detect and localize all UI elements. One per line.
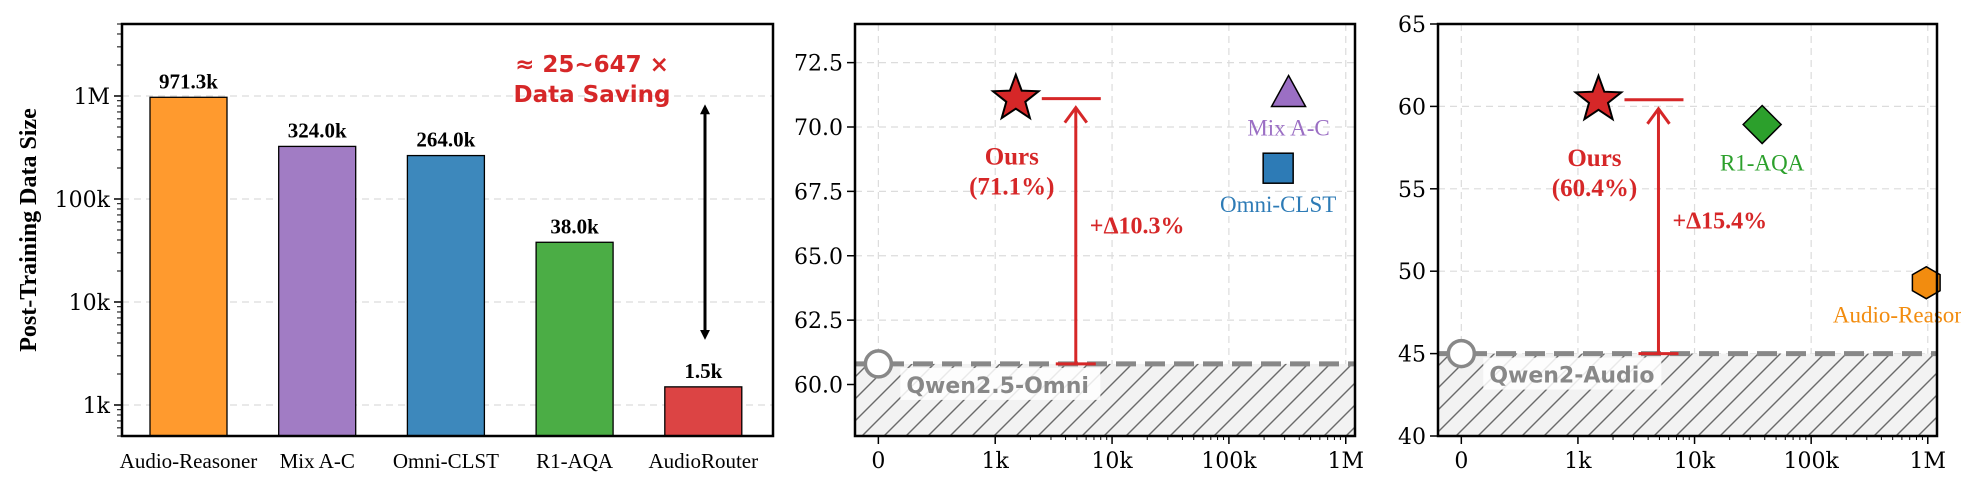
y-tick-label: 1M bbox=[73, 85, 110, 110]
ours-label: Ours bbox=[985, 144, 1039, 171]
baseline-label: Qwen2.5-Omni bbox=[906, 374, 1089, 399]
bar-r1-aqa bbox=[535, 241, 614, 437]
x-tick-label: 0 bbox=[871, 449, 885, 474]
plot-frame bbox=[1436, 22, 1939, 438]
ours-star-marker bbox=[1572, 72, 1625, 122]
x-tick-label: 1k bbox=[982, 449, 1010, 474]
ours-score: (60.4%) bbox=[1552, 175, 1637, 202]
data-saving-label: Data Saving bbox=[514, 82, 671, 108]
hexagon-marker bbox=[1911, 265, 1941, 300]
diamond-marker bbox=[1742, 104, 1783, 145]
x-tick-label: 10k bbox=[1674, 449, 1716, 474]
y-tick-label: 65.0 bbox=[794, 245, 843, 270]
bar-value-label: 38.0k bbox=[550, 214, 599, 238]
y-tick-label: 62.5 bbox=[794, 309, 843, 334]
x-tick-label: 0 bbox=[1454, 449, 1468, 474]
y-tick-label: 72.5 bbox=[794, 52, 843, 77]
improvement-arrow-head bbox=[1646, 106, 1671, 125]
bar-mix-a-c bbox=[278, 145, 357, 437]
baseline-marker bbox=[1446, 338, 1477, 369]
bar-value-label: 971.3k bbox=[159, 69, 218, 93]
data-saving-ratio: ≈ 25~647 × bbox=[515, 52, 669, 78]
x-tick-label: 100k bbox=[1783, 449, 1839, 474]
square-marker bbox=[1262, 152, 1294, 184]
category-label: Mix A-C bbox=[280, 449, 355, 473]
point-label: R1-AQA bbox=[1720, 151, 1805, 176]
plot-frame bbox=[120, 22, 775, 438]
baseline-label-bg bbox=[1483, 357, 1662, 390]
bar-value-label: 264.0k bbox=[416, 128, 475, 152]
ours-label: Ours bbox=[1567, 145, 1621, 172]
baseline-label: Qwen2-Audio bbox=[1489, 364, 1654, 389]
y-tick-label: 45 bbox=[1398, 343, 1426, 368]
plot-frame bbox=[853, 22, 1357, 438]
improvement-arrow-head bbox=[1063, 105, 1088, 124]
bar-omni-clst bbox=[406, 154, 486, 437]
y-tick-label: 10k bbox=[69, 291, 111, 316]
x-tick-label: 100k bbox=[1201, 449, 1257, 474]
baseline-label-bg bbox=[900, 367, 1101, 400]
y-tick-label: 55 bbox=[1398, 178, 1426, 203]
y-tick-label: 1k bbox=[83, 394, 111, 419]
category-label: AudioRouter bbox=[648, 449, 758, 473]
y-tick-label: 65 bbox=[1398, 13, 1426, 38]
ours-star-marker bbox=[990, 71, 1042, 121]
improvement-label: +Δ10.3% bbox=[1090, 213, 1185, 239]
y-tick-label: 40 bbox=[1398, 425, 1426, 450]
bar-chart-panel: 971.3k Audio-Reasoner 324.0k Mix A-C 264.0k O… bbox=[16, 22, 775, 473]
x-tick-label: 1M bbox=[1910, 449, 1947, 474]
y-tick-label: 67.5 bbox=[794, 180, 843, 205]
point-label: Mix A-C bbox=[1247, 116, 1329, 141]
category-label: Omni-CLST bbox=[393, 449, 499, 473]
ours-score: (71.1%) bbox=[969, 174, 1054, 201]
point-label: Omni-CLST bbox=[1220, 192, 1336, 217]
bar-value-label: 1.5k bbox=[684, 359, 722, 383]
bar-audiorouter bbox=[664, 386, 743, 437]
scatter-panel-audio: Qwen2-Audio +Δ15.4% R1-AQA Audio-Reasoner Ou… bbox=[1398, 13, 1961, 474]
category-label: Audio-Reasoner bbox=[120, 449, 258, 473]
x-tick-label: 1M bbox=[1327, 449, 1364, 474]
scatter-panel-omni: Qwen2.5-Omni +Δ10.3% Mix A-C Omni-CLST Ours (… bbox=[794, 22, 1364, 474]
y-axis-label: Post-Training Data Size bbox=[16, 108, 42, 352]
triangle-marker bbox=[1270, 73, 1307, 108]
category-label: R1-AQA bbox=[536, 449, 614, 473]
bar-audio-reasoner bbox=[149, 96, 228, 437]
y-tick-label: 70.0 bbox=[794, 116, 843, 141]
y-tick-label: 50 bbox=[1398, 260, 1426, 285]
bar-value-label: 324.0k bbox=[288, 118, 347, 142]
x-tick-label: 10k bbox=[1091, 449, 1133, 474]
y-tick-label: 60 bbox=[1398, 95, 1426, 120]
improvement-label: +Δ15.4% bbox=[1672, 209, 1767, 235]
point-label: Audio-Reasoner bbox=[1833, 303, 1961, 328]
baseline-marker bbox=[863, 349, 894, 379]
y-tick-label: 60.0 bbox=[794, 374, 843, 399]
y-tick-label: 100k bbox=[55, 188, 111, 213]
x-tick-label: 1k bbox=[1564, 449, 1592, 474]
